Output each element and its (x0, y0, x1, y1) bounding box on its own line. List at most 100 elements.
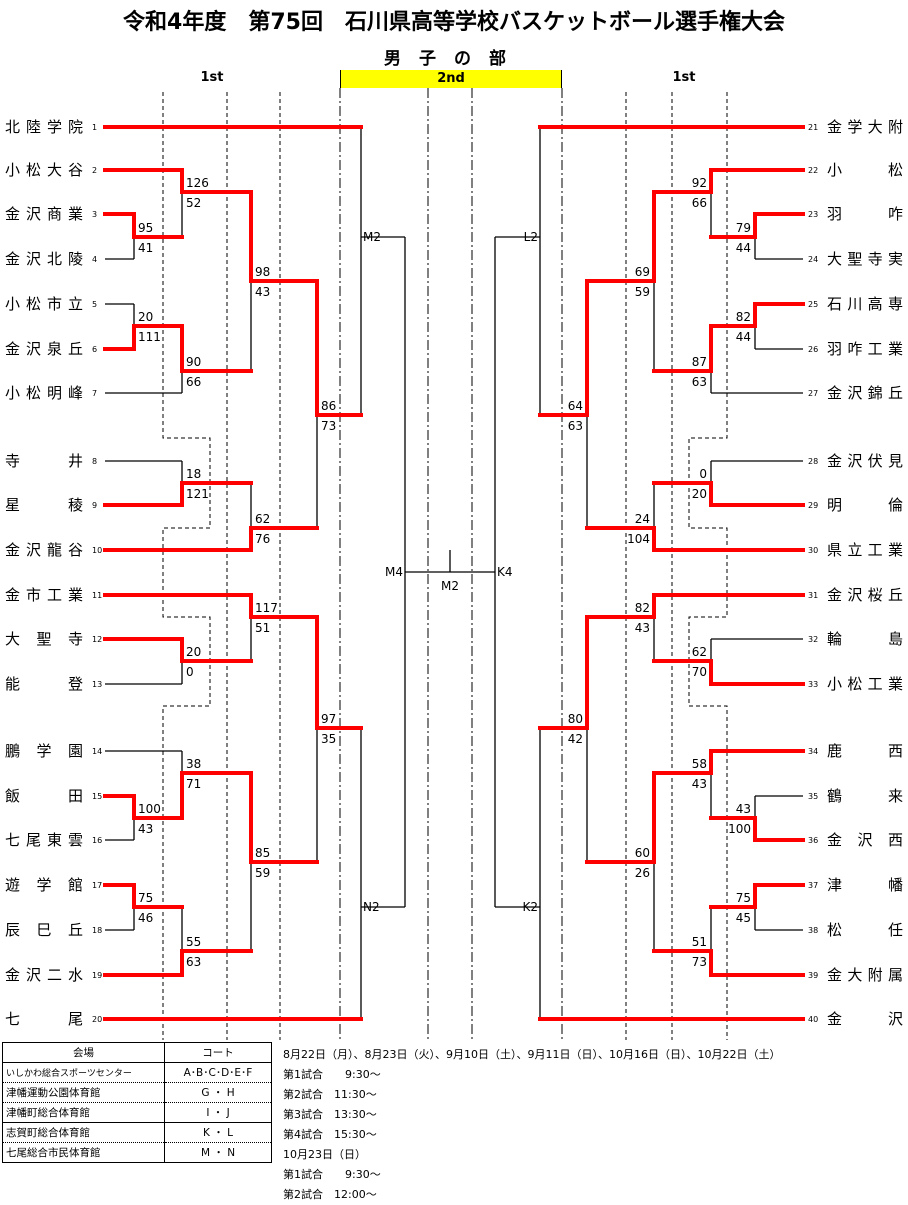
team-number: 2 (92, 166, 97, 175)
score-upper: 82 (635, 601, 650, 615)
team-number: 40 (808, 1015, 818, 1024)
team-number: 6 (92, 345, 97, 354)
schedule-line: 第1試合 9:30～ (283, 1068, 381, 1081)
team-number: 21 (808, 123, 818, 132)
score-upper: 82 (736, 310, 751, 324)
score-lower: 76 (255, 532, 270, 546)
round-label-center: 2nd (340, 70, 562, 88)
team-name: 金学大附 (827, 118, 903, 136)
score-lower: 44 (736, 241, 751, 255)
score-upper: 58 (692, 757, 707, 771)
team-name: 鵬学園 (5, 742, 83, 760)
team-number: 4 (92, 255, 97, 264)
score-upper: 60 (635, 846, 650, 860)
team-name: 金沢商業 (5, 205, 83, 223)
score-upper: 95 (138, 221, 153, 235)
venue-name: 七尾総合市民体育館 (2, 1142, 165, 1163)
team-number: 20 (92, 1015, 102, 1024)
score-lower: 43 (138, 822, 153, 836)
team-name: 金沢伏見 (827, 452, 903, 470)
team-name: 遊学館 (5, 876, 83, 894)
score-lower: 46 (138, 911, 153, 925)
team-name: 津幡 (827, 876, 903, 894)
score-upper: 0 (699, 467, 707, 481)
score-lower: 121 (186, 487, 209, 501)
team-name: 小松 (827, 161, 903, 179)
score-upper: 79 (736, 221, 751, 235)
team-number: 1 (92, 123, 97, 132)
schedule-dates: 8月22日（月）、8月23日（火）、9月10日（土）、9月11日（日）、10月1… (283, 1048, 781, 1061)
venue-name: いしかわ総合スポーツセンター (2, 1062, 165, 1083)
score-lower: 63 (692, 375, 707, 389)
score-upper: 64 (568, 399, 583, 413)
team-number: 19 (92, 971, 102, 980)
team-name: 大聖寺 (5, 630, 83, 648)
team-number: 31 (808, 591, 818, 600)
team-number: 9 (92, 501, 97, 510)
venue-row: 七尾総合市民体育館 M ・ N (2, 1142, 272, 1163)
team-name: 金沢北陵 (5, 250, 83, 268)
team-name: 県立工業 (827, 541, 903, 559)
venue-row: いしかわ総合スポーツセンター A･B･C･D･E･F (2, 1062, 272, 1083)
score-lower: 42 (568, 732, 583, 746)
court-header: コート (164, 1042, 272, 1063)
guide-line-dashed (688, 92, 728, 1040)
team-number: 27 (808, 389, 818, 398)
team-number: 17 (92, 881, 102, 890)
team-name: 金沢二水 (5, 966, 83, 984)
venue-courts: M ・ N (164, 1142, 272, 1163)
score-upper: 62 (692, 645, 707, 659)
score-upper: 100 (138, 802, 161, 816)
venue-name: 津幡町総合体育館 (2, 1102, 165, 1123)
team-number: 30 (808, 546, 818, 555)
team-name: 羽咋工業 (827, 340, 903, 358)
score-upper: 75 (736, 891, 751, 905)
team-name: 辰巳丘 (5, 921, 83, 939)
score-upper: 85 (255, 846, 270, 860)
score-upper: 80 (568, 712, 583, 726)
team-name: 小松市立 (5, 295, 83, 313)
score-upper: 24 (635, 512, 650, 526)
team-name: 大聖寺実 (827, 250, 903, 268)
team-number: 3 (92, 210, 97, 219)
team-number: 15 (92, 792, 102, 801)
schedule-dates: 10月23日（日） (283, 1148, 366, 1161)
team-name: 小松大谷 (5, 161, 83, 179)
team-name: 七尾 (5, 1010, 83, 1028)
venue-name: 津幡運動公園体育館 (2, 1082, 165, 1103)
score-lower: 44 (736, 330, 751, 344)
score-lower: 43 (255, 285, 270, 299)
team-name: 羽咋 (827, 205, 903, 223)
team-name: 能登 (5, 675, 83, 693)
venue-row: 津幡運動公園体育館 G ・ H (2, 1082, 272, 1103)
team-name: 鹿西 (827, 742, 903, 760)
team-number: 29 (808, 501, 818, 510)
team-number: 13 (92, 680, 102, 689)
score-lower: 63 (568, 419, 583, 433)
score-lower: 66 (692, 196, 707, 210)
score-lower: 111 (138, 330, 161, 344)
court-label: K4 (497, 565, 513, 579)
score-lower: 51 (255, 621, 270, 635)
score-lower: 43 (635, 621, 650, 635)
team-number: 12 (92, 635, 102, 644)
score-lower: 0 (186, 665, 194, 679)
score-lower: 71 (186, 777, 201, 791)
score-lower: 26 (635, 866, 650, 880)
team-name: 金沢錦丘 (827, 384, 903, 402)
team-name: 小松工業 (827, 675, 903, 693)
team-number: 28 (808, 457, 818, 466)
team-name: 鶴来 (827, 787, 903, 805)
team-name: 七尾東雲 (5, 831, 83, 849)
team-number: 23 (808, 210, 818, 219)
team-name: 明倫 (827, 496, 903, 514)
score-lower: 41 (138, 241, 153, 255)
schedule-line: 第4試合 15:30～ (283, 1128, 377, 1141)
score-lower: 20 (692, 487, 707, 501)
team-number: 35 (808, 792, 818, 801)
team-name: 輪島 (827, 630, 903, 648)
team-name: 金沢龍谷 (5, 541, 83, 559)
team-name: 松任 (827, 921, 903, 939)
score-lower: 59 (635, 285, 650, 299)
